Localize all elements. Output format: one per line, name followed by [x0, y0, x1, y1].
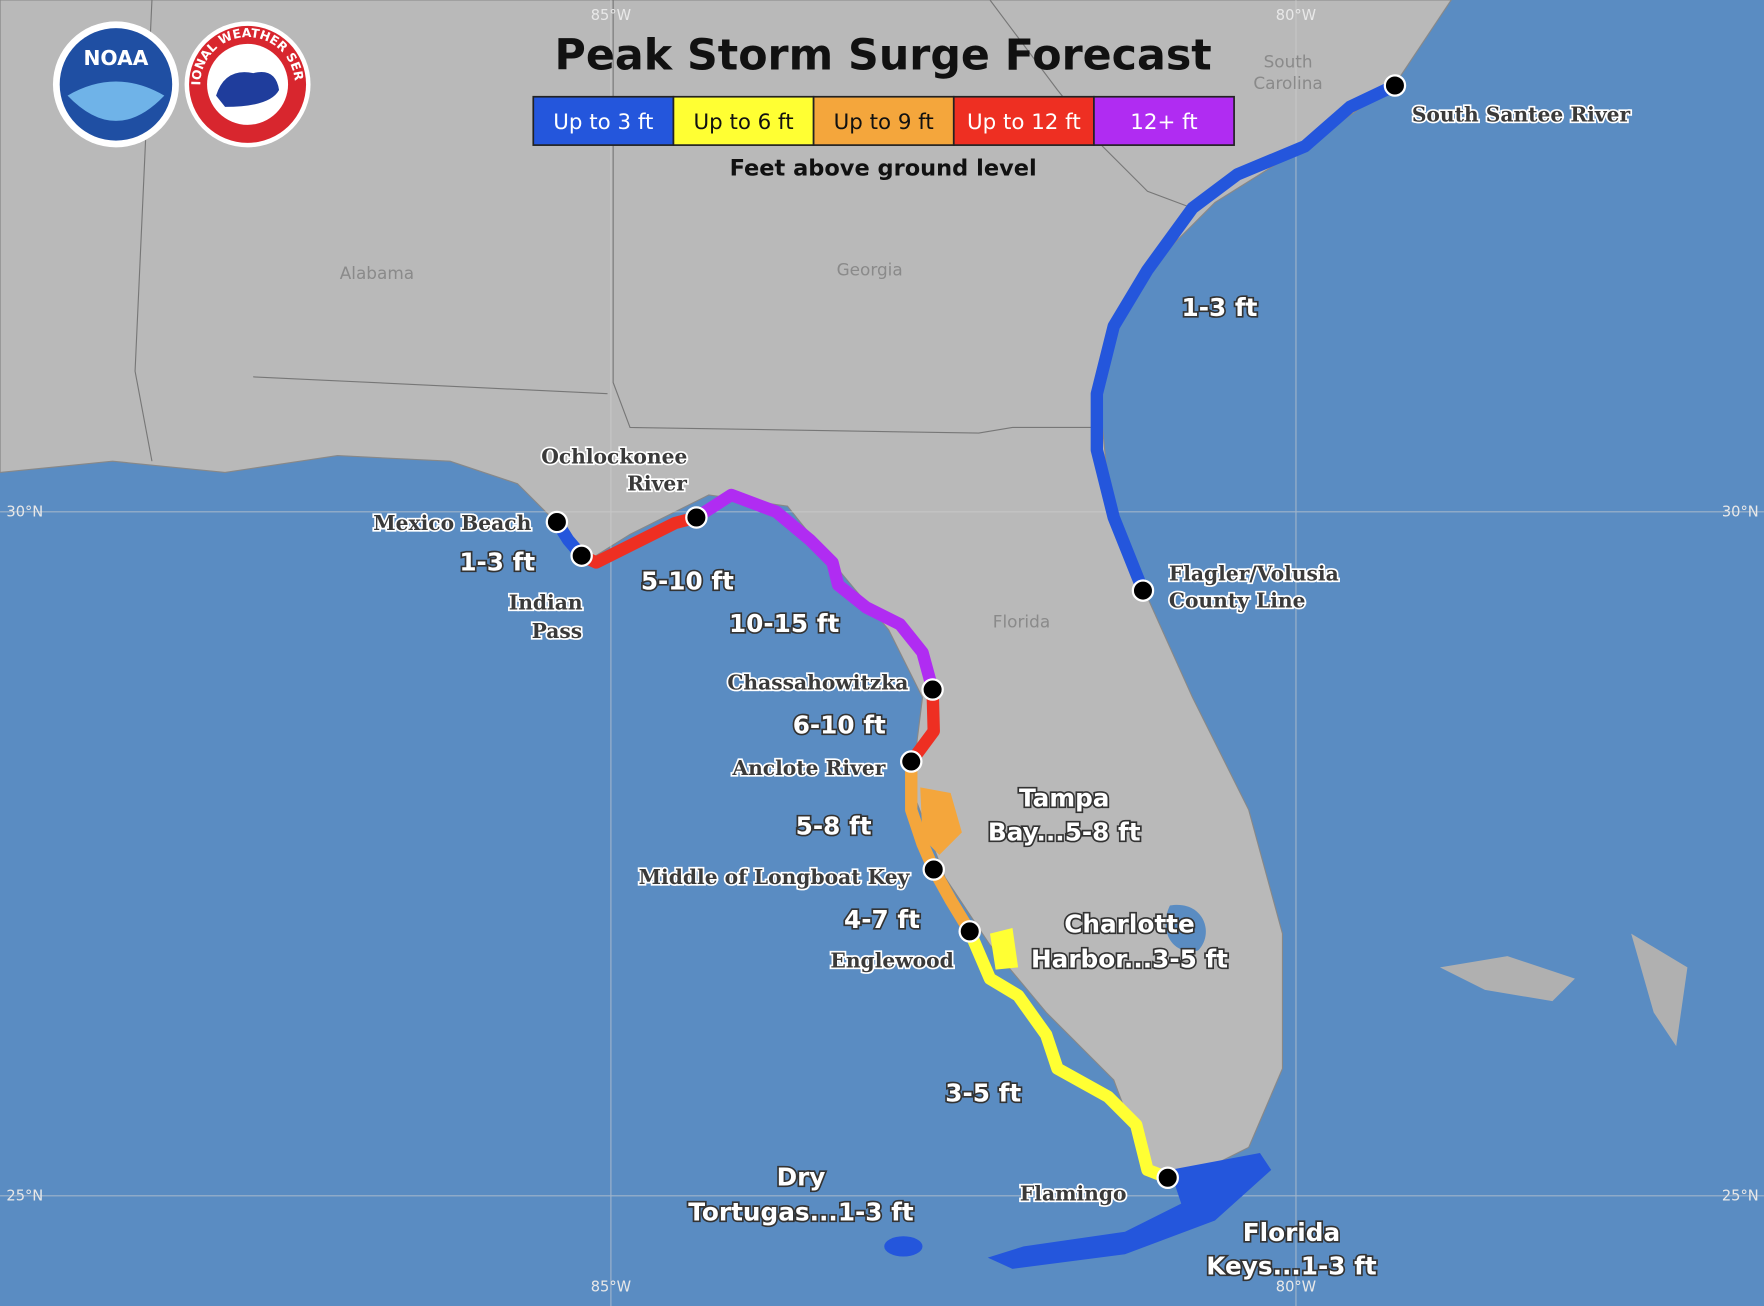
point [1156, 1166, 1179, 1190]
lat-label: 25°N [6, 1187, 43, 1204]
legend-swatch [1093, 95, 1235, 146]
place-label: Englewood [830, 948, 953, 972]
legend-swatch [672, 95, 815, 146]
point [1383, 74, 1407, 97]
segment [963, 925, 1174, 1184]
place-label: River [627, 471, 687, 495]
point [921, 678, 944, 701]
legend-label: Up to 9 ft [834, 110, 934, 135]
lon-label: 85°W [591, 1278, 631, 1295]
point [958, 920, 981, 943]
lat-label: 25°N [1722, 1187, 1759, 1204]
segment [1090, 79, 1402, 597]
points [545, 74, 1407, 1190]
surge-label: Bay...5-8 ft [988, 817, 1141, 846]
lon-label: 85°W [591, 7, 631, 24]
surge-label: Dry [777, 1163, 826, 1192]
noaa-logo-wave [67, 81, 165, 121]
surge-label: 5-10 ft [641, 566, 734, 595]
place-label: County Line [1169, 588, 1306, 612]
place-label: Ochlockonee [541, 444, 687, 468]
surge-label: Florida [1243, 1218, 1340, 1247]
surge-label: Tortugas...1-3 ft [688, 1198, 914, 1227]
point [545, 510, 569, 534]
florida-keys [987, 1153, 1272, 1269]
segment [905, 755, 976, 938]
legend: Up to 3 ft Up to 6 ft Up to 9 ft Up to 12 f… [532, 95, 1235, 146]
lon-label: 80°W [1276, 7, 1316, 24]
segment [905, 683, 940, 768]
legend-label: Up to 12 ft [967, 110, 1081, 135]
state-label: Alabama [340, 263, 414, 283]
surge-label: 6-10 ft [793, 710, 886, 739]
point [685, 506, 708, 529]
surge-label: Harbor...3-5 ft [1031, 944, 1228, 973]
legend-label: Up to 3 ft [553, 110, 653, 135]
legend-label: 12+ ft [1130, 110, 1197, 135]
surge-label: 10-15 ft [729, 609, 839, 638]
surge-label: 1-3 ft [1182, 293, 1258, 322]
surge-label: Charlotte [1064, 910, 1195, 939]
surge-labels: 1-3 ft 1-3 ft 5-10 ft 10-15 ft 6-10 ft 5… [458, 291, 1379, 1282]
surge-label: 5-8 ft [796, 812, 872, 841]
place-label: Pass [532, 619, 583, 643]
point [1131, 579, 1155, 602]
point [899, 750, 923, 773]
bahamas [1439, 933, 1688, 1047]
state-label: South [1264, 51, 1313, 71]
legend-swatch [532, 95, 675, 146]
lake-okeechobee [1165, 904, 1206, 952]
surge-label: 1-3 ft [459, 547, 535, 576]
state-label: Carolina [1253, 73, 1322, 93]
lat-label: 30°N [6, 503, 43, 520]
surge-label: Keys...1-3 ft [1206, 1252, 1377, 1281]
legend-label: Up to 6 ft [693, 110, 793, 135]
place-label: Flagler/Volusia [1169, 561, 1339, 585]
title: Peak Storm Surge Forecast [555, 31, 1212, 81]
state-borders [134, 0, 1193, 462]
lat-label: 30°N [1722, 503, 1759, 520]
state-label: Georgia [837, 260, 903, 280]
place-label: Indian [509, 591, 583, 615]
nws-logo-cloud [216, 71, 280, 107]
state-label: Florida [993, 612, 1050, 632]
surge-label: 4-7 ft [844, 905, 920, 934]
charlotte-harbor [989, 928, 1019, 970]
place-label: Chassahowitzka [727, 671, 908, 695]
legend-caption: Feet above ground level [730, 155, 1037, 181]
point [922, 858, 945, 881]
tampa-bay [920, 787, 962, 855]
lon-label: 80°W [1276, 1278, 1316, 1295]
point [570, 544, 593, 567]
noaa-logo-text: NOAA [83, 46, 148, 70]
segment [690, 488, 939, 696]
dry-tortugas [884, 1236, 923, 1257]
place-label: Anclote River [731, 756, 885, 780]
place-label: Middle of Longboat Key [639, 865, 911, 889]
place-labels: South Santee River Flagler/Volusia Count… [372, 101, 1633, 1207]
surge-label: Tampa [1019, 784, 1110, 813]
surge-label: 3-5 ft [945, 1078, 1021, 1107]
place-label: South Santee River [1412, 102, 1631, 126]
place-label: Mexico Beach [373, 511, 531, 535]
place-label: Flamingo [1020, 1181, 1127, 1205]
